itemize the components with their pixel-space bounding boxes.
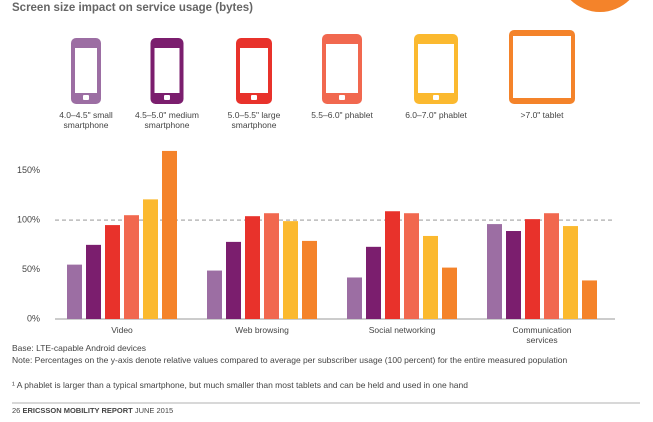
icon-screen xyxy=(240,48,268,93)
bar xyxy=(226,241,241,319)
note: Note: Percentages on the y-axis denote r… xyxy=(12,355,568,365)
note: Base: LTE-capable Android devices xyxy=(12,343,147,353)
bar xyxy=(302,240,317,319)
x-tick-label: Communication services xyxy=(512,325,572,346)
bar xyxy=(105,225,120,319)
x-tick-label: Social networking xyxy=(368,325,436,335)
legend-label: 5.0–5.5" large smartphone xyxy=(227,110,281,131)
bar xyxy=(544,213,559,319)
chart-title: Screen size impact on service usage (byt… xyxy=(12,2,253,14)
icon-button xyxy=(164,95,170,100)
page-number: 26 xyxy=(12,406,21,415)
legend-label: 4.5–5.0" medium smartphone xyxy=(135,110,199,131)
bar xyxy=(347,277,362,319)
bar xyxy=(264,213,279,319)
legend-label: 5.5–6.0" phablet xyxy=(311,110,373,120)
x-tick-label: Web browsing xyxy=(235,325,289,335)
y-tick-label: 150% xyxy=(17,165,40,175)
bar xyxy=(506,231,521,319)
report-date: JUNE 2015 xyxy=(134,406,174,415)
bar xyxy=(582,280,597,319)
y-tick-label: 50% xyxy=(22,264,40,274)
y-tick-label: 0% xyxy=(27,313,40,323)
report-name: ERICSSON MOBILITY REPORT xyxy=(22,406,133,415)
bar xyxy=(423,235,438,319)
bar xyxy=(162,150,177,319)
bar xyxy=(207,270,222,319)
bar xyxy=(563,226,578,319)
bar xyxy=(283,221,298,319)
bar xyxy=(124,215,139,319)
decoration xyxy=(570,0,630,12)
y-tick-label: 100% xyxy=(17,215,40,225)
footer: 26 ERICSSON MOBILITY REPORT JUNE 2015 xyxy=(12,406,173,415)
bar xyxy=(487,224,502,319)
icon-button xyxy=(339,95,345,100)
legend-label: 6.0–7.0" phablet xyxy=(405,110,467,120)
bar xyxy=(442,267,457,319)
icon-screen xyxy=(418,44,454,93)
bar xyxy=(385,211,400,319)
icon-screen xyxy=(154,48,180,93)
icon-button xyxy=(251,95,257,100)
bar xyxy=(143,199,158,319)
bar xyxy=(525,219,540,319)
x-tick-label: Video xyxy=(111,325,133,335)
bar xyxy=(86,244,101,319)
bar xyxy=(404,213,419,319)
icon-button xyxy=(83,95,89,100)
icon-button xyxy=(433,95,439,100)
legend-label: 4.0–4.5" small smartphone xyxy=(59,110,113,131)
bar xyxy=(67,264,82,319)
icon-screen xyxy=(326,44,358,93)
legend-label: >7.0" tablet xyxy=(520,110,564,120)
bar xyxy=(245,216,260,319)
icon-screen xyxy=(513,36,571,98)
bar xyxy=(366,246,381,319)
icon-screen xyxy=(75,48,97,93)
footnote: ¹ A phablet is larger than a typical sma… xyxy=(12,380,468,390)
